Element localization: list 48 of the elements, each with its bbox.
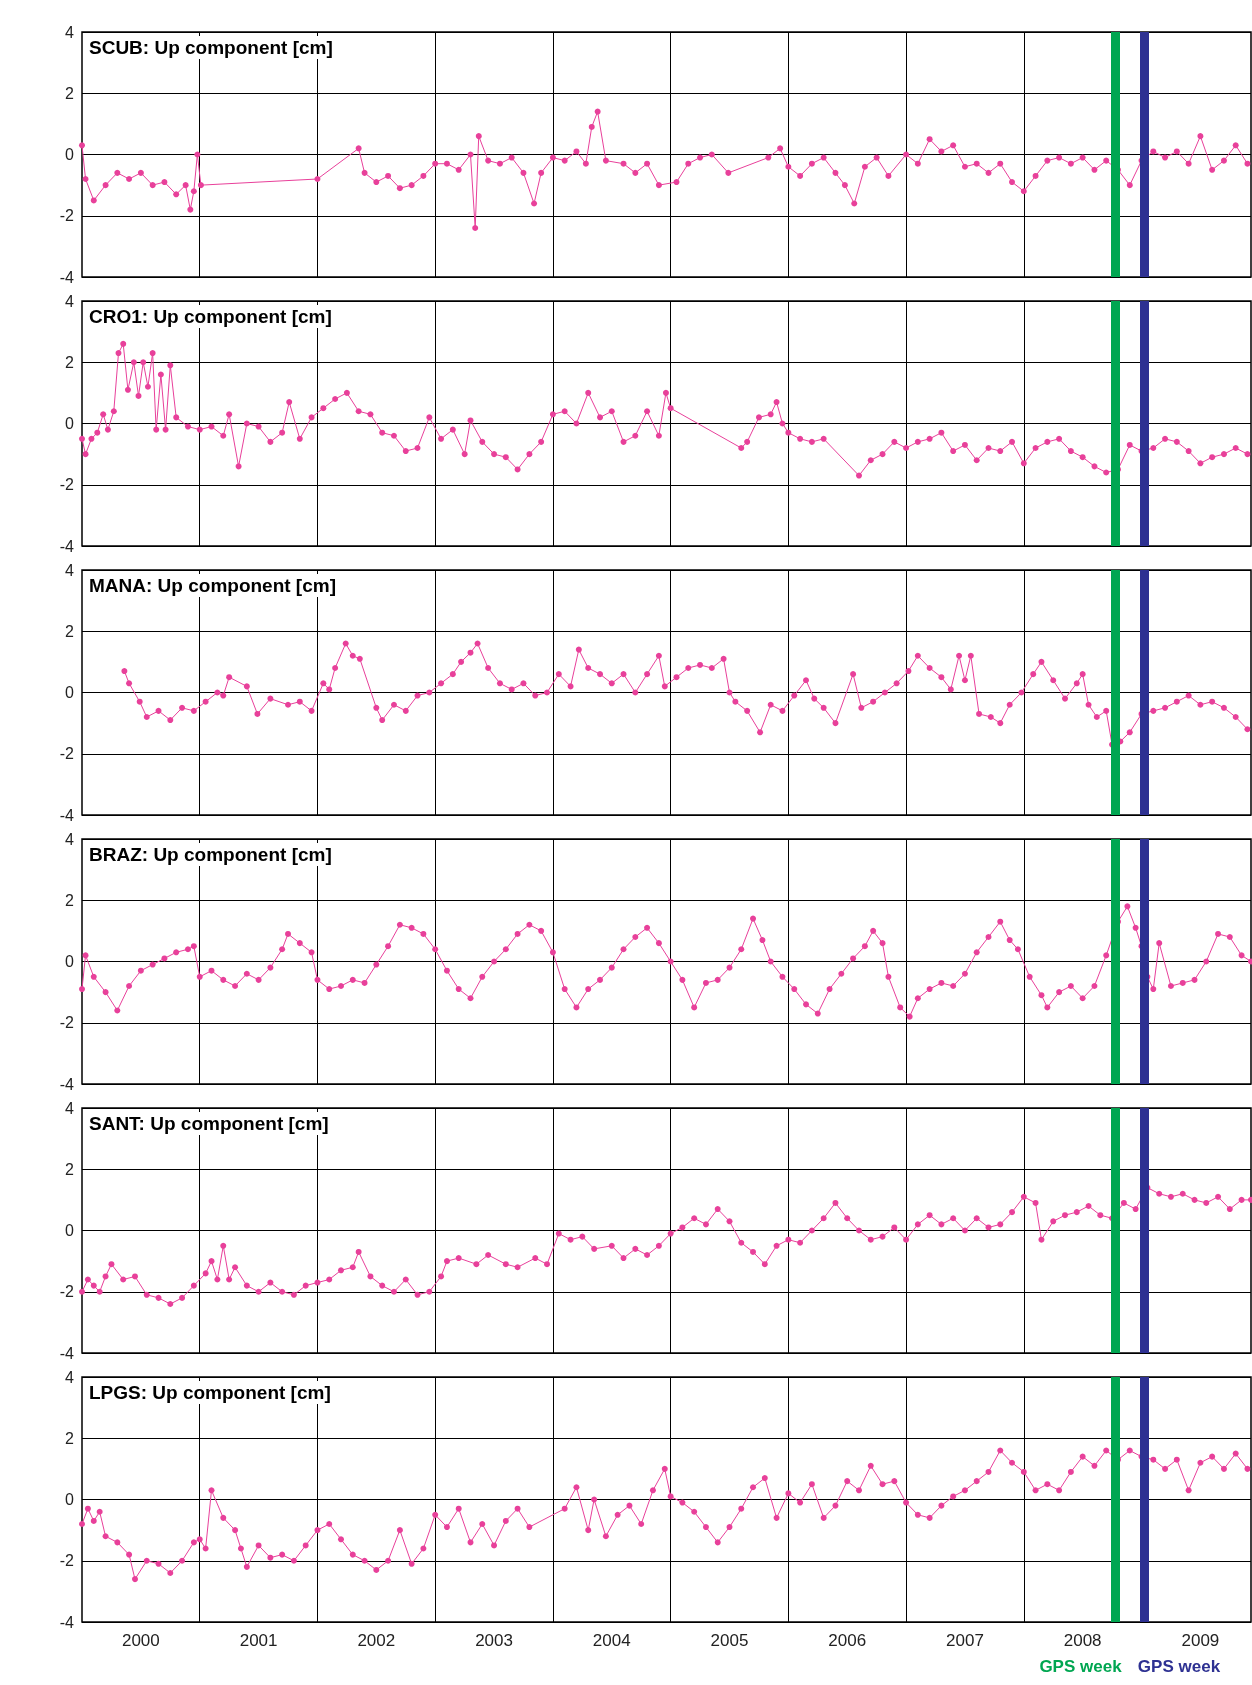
ref-line-label: GPS week [1039,1656,1123,1676]
y-tick-label: -4 [59,1075,75,1093]
chart-title: LPGS: Up component [cm] [89,1382,331,1403]
x-tick-label: 2005 [710,1631,749,1650]
y-tick-label: 4 [65,1368,75,1386]
ref-line-label: GPS week [1137,1656,1221,1676]
y-tick-label: -4 [59,806,75,824]
y-tick-label: -2 [59,1283,75,1301]
x-tick-label: 2004 [592,1631,631,1650]
y-tick-label: 0 [65,146,75,163]
y-tick-label: -2 [59,1552,75,1570]
y-tick-label: -2 [59,476,75,494]
y-tick-label: 2 [65,1429,75,1447]
y-tick-label: -4 [59,537,75,555]
x-tick-label: 2001 [239,1631,278,1650]
y-tick-label: -2 [59,1014,75,1032]
y-tick-label: -4 [59,1344,75,1362]
y-tick-label: 4 [65,292,75,310]
y-tick-label: 0 [65,1491,75,1508]
x-tick-label: 2006 [828,1631,867,1650]
y-tick-label: 4 [65,830,75,848]
y-tick-label: -2 [59,207,75,225]
y-tick-label: 2 [65,353,75,371]
chart-title: SANT: Up component [cm] [89,1113,329,1134]
x-tick-label: 2007 [946,1631,984,1650]
chart-title: SCUB: Up component [cm] [89,37,333,58]
x-tick-label: 2000 [121,1631,160,1650]
chart-title: CRO1: Up component [cm] [89,306,332,327]
y-tick-label: -4 [59,268,75,286]
y-tick-label: 0 [65,684,75,701]
x-tick-label: 2002 [357,1631,396,1650]
chart-title: BRAZ: Up component [cm] [89,844,332,865]
x-tick-label: 2009 [1181,1631,1220,1650]
y-tick-label: 4 [65,561,75,579]
y-tick-label: 0 [65,953,75,970]
y-tick-label: 4 [65,23,75,41]
y-tick-label: 2 [65,1160,75,1178]
x-tick-label: 2003 [475,1631,513,1650]
x-tick-label: 2008 [1063,1631,1102,1650]
y-tick-label: 4 [65,1099,75,1117]
y-tick-label: 2 [65,891,75,909]
y-tick-label: -2 [59,745,75,763]
y-tick-label: 2 [65,84,75,102]
y-tick-label: 2 [65,622,75,640]
y-tick-label: 0 [65,415,75,432]
chart-title: MANA: Up component [cm] [89,575,336,596]
y-tick-label: -4 [59,1613,75,1631]
y-tick-label: 0 [65,1222,75,1239]
